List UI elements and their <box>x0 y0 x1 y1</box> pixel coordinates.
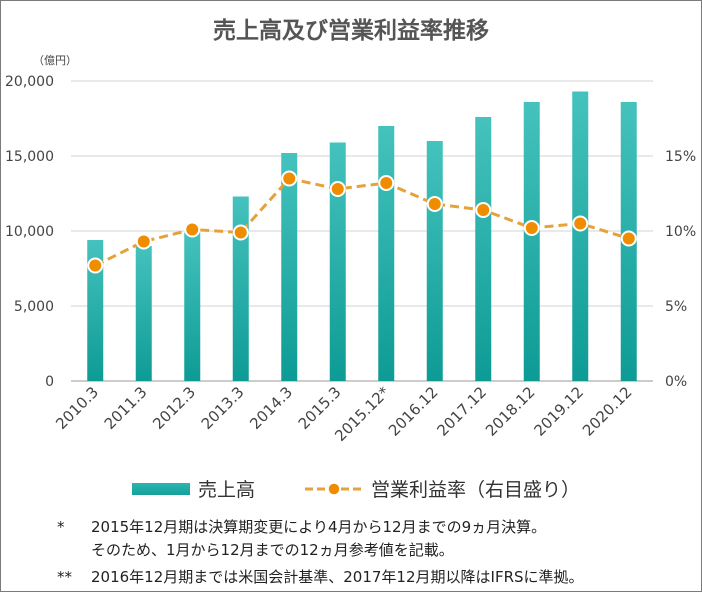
margin-point <box>523 220 540 236</box>
footnote-2-mark: ** <box>57 568 72 586</box>
bar <box>135 246 152 381</box>
legend-line-swatch <box>303 479 365 499</box>
x-tick-label: 2014.3 <box>246 383 296 433</box>
bar <box>475 117 492 381</box>
margin-point <box>475 202 492 218</box>
bar <box>426 141 443 381</box>
y-left-tick-label: 15,000 <box>5 149 54 165</box>
footnote-2-line-1: 2016年12月期までは米国会計基準、2017年12月期以降はIFRSに準拠。 <box>91 568 584 586</box>
x-tick-label: 2011.3 <box>101 383 151 433</box>
y-right-tick-label: 15% <box>665 149 696 165</box>
x-tick-label: 2019.12 <box>530 383 587 440</box>
bar <box>87 240 104 381</box>
chart-title: 売上高及び営業利益率推移 <box>213 18 489 44</box>
footnote-1-line-1: 2015年12月期は決算期変更により4月から12月までの9ヵ月決算。 <box>91 518 547 536</box>
bar <box>572 91 589 381</box>
legend-bar-swatch <box>132 482 190 495</box>
y-right-tick-label: 10% <box>665 224 696 240</box>
x-tick-label: 2010.3 <box>52 383 102 433</box>
y-left-tick-label: 10,000 <box>5 224 54 240</box>
footnote-1-mark: * <box>57 518 65 536</box>
y-right-tick-label: 5% <box>665 299 687 315</box>
margin-point <box>281 170 298 187</box>
chart-plot: （億円） 0 5,000 10,000 15,000 20,000 0% 5% 10% 15% 2… <box>5 54 696 445</box>
margin-point <box>87 257 104 274</box>
margin-point <box>184 221 201 238</box>
footnote-1: * 2015年12月期は決算期変更により4月から12月までの9ヵ月決算。 そのため… <box>57 516 546 560</box>
y-left-tick-label: 0 <box>45 374 54 390</box>
bar-layer <box>87 91 637 381</box>
y-left-tick-label: 20,000 <box>5 74 54 90</box>
margin-point <box>329 181 346 197</box>
legend: 売上高 営業利益率（右目盛り） <box>1 475 701 503</box>
x-tick-label: 2018.12 <box>482 383 539 440</box>
margin-point <box>620 230 637 247</box>
bar <box>232 196 249 381</box>
x-tick-label: 2016.12 <box>385 383 442 440</box>
y-right-tick-label: 0% <box>665 374 687 390</box>
bar <box>184 232 201 381</box>
y-unit-label: （億円） <box>33 54 77 67</box>
x-tick-label: 2012.3 <box>149 383 199 433</box>
x-tick-label: 2013.3 <box>198 383 248 433</box>
x-tick-label: 2017.12 <box>433 383 490 440</box>
grid-layer <box>71 80 653 382</box>
bar <box>523 102 540 381</box>
line-layer <box>87 170 637 274</box>
legend-item-margin: 営業利益率（右目盛り） <box>303 475 580 502</box>
margin-point <box>232 224 249 241</box>
y-left-tick-label: 5,000 <box>14 299 54 315</box>
bar <box>378 126 395 381</box>
margin-line <box>94 177 630 267</box>
bar <box>281 153 298 381</box>
legend-label-margin: 営業利益率（右目盛り） <box>371 479 581 501</box>
legend-label-sales: 売上高 <box>198 479 256 501</box>
margin-point <box>572 215 589 232</box>
margin-point <box>426 196 443 212</box>
footnote-1-line-2: そのため、1月から12月までの12ヵ月参考値を記載。 <box>91 541 454 559</box>
x-tick-label: 2020.12 <box>579 383 636 440</box>
footnote-2: ** 2016年12月期までは米国会計基準、2017年12月期以降はIFRSに準拠… <box>57 566 584 587</box>
legend-item-sales: 売上高 <box>132 475 255 502</box>
bar <box>329 142 346 381</box>
margin-point <box>378 175 395 191</box>
margin-point <box>135 233 152 250</box>
